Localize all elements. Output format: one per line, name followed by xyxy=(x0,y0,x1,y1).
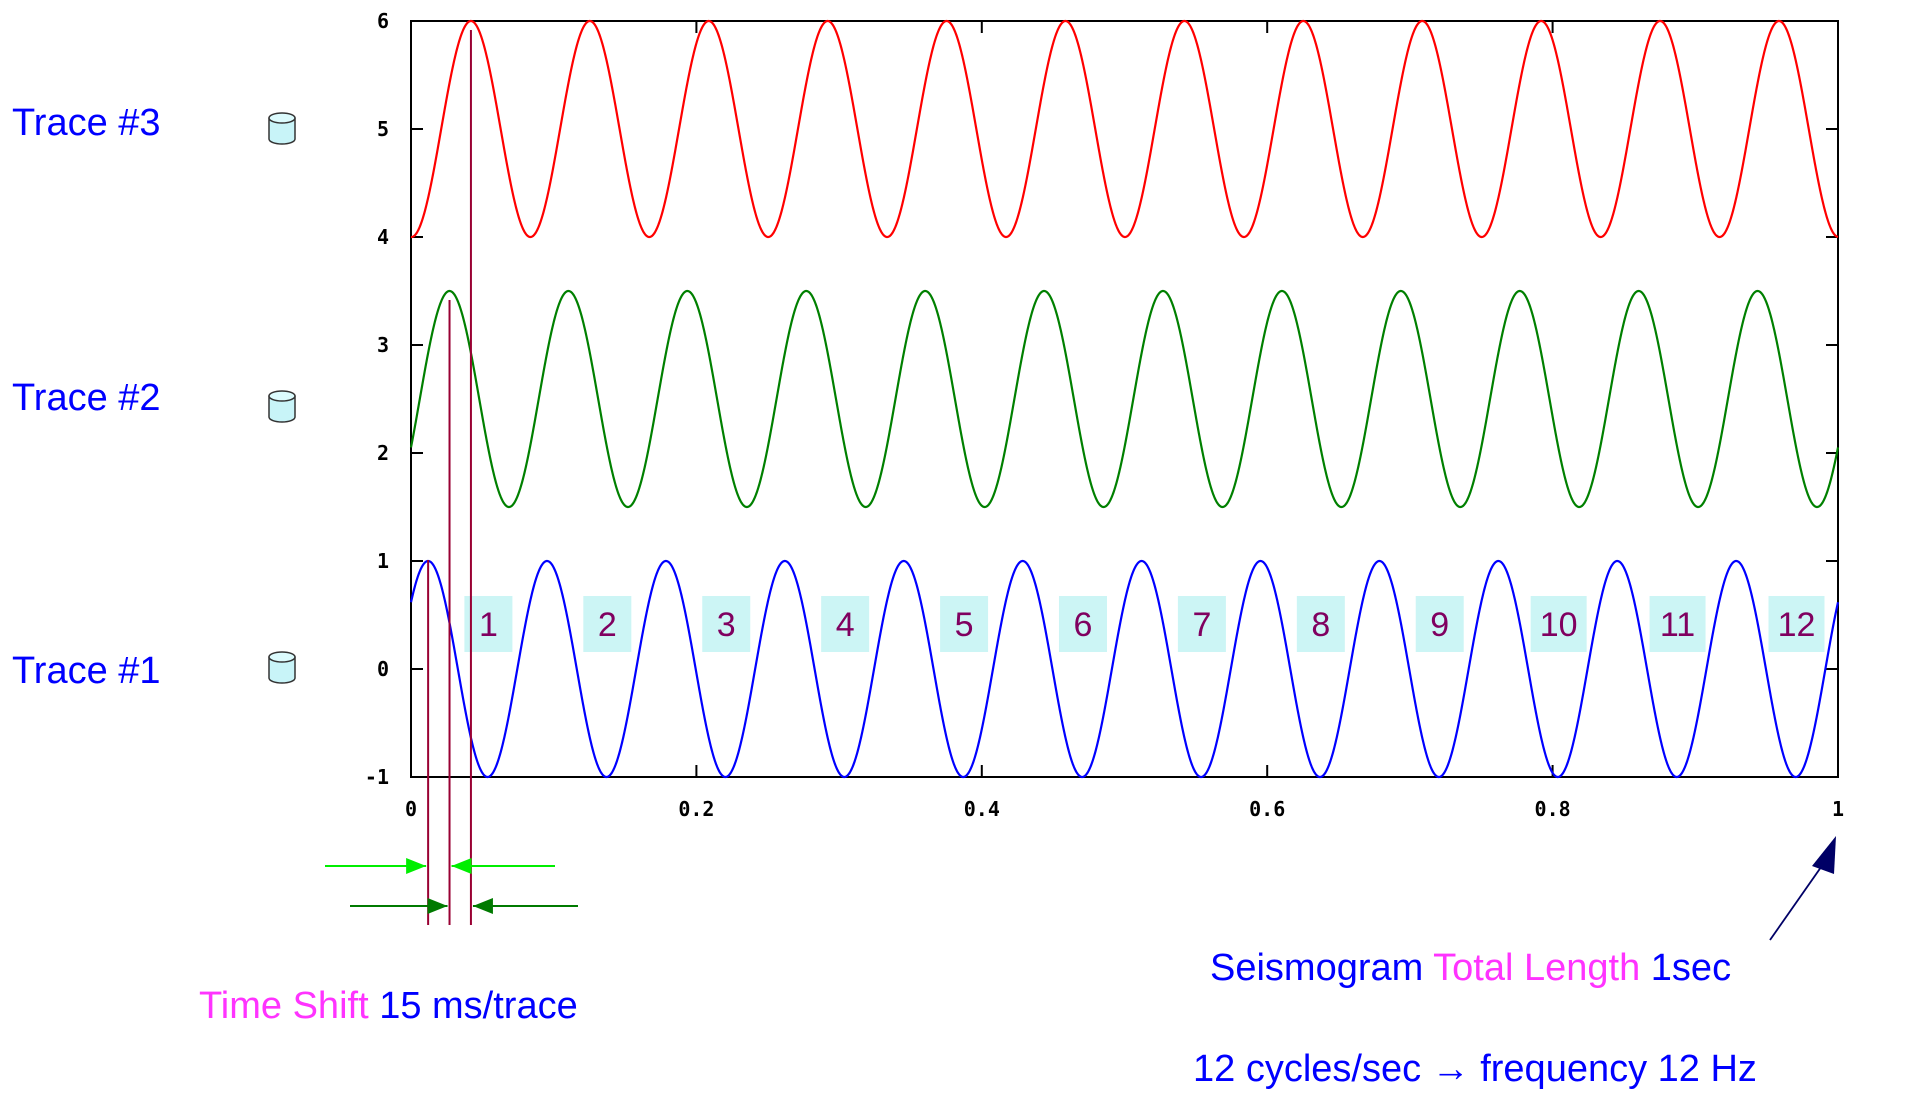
cycle-label: 2 xyxy=(598,606,617,644)
total-length-pointer-head xyxy=(1812,836,1836,874)
x-tick-label: 1 xyxy=(1832,797,1844,821)
x-tick-label: 0.2 xyxy=(678,797,714,821)
x-tick-label: 0.8 xyxy=(1535,797,1571,821)
y-tick-label: 2 xyxy=(377,441,389,465)
y-tick-label: -1 xyxy=(365,765,389,789)
plot-frame xyxy=(410,20,1839,778)
y-tick-label: 6 xyxy=(377,9,389,33)
cycle-label-bg xyxy=(464,596,513,652)
cycle-label-bg xyxy=(1649,596,1706,652)
total-length-word: Total Length xyxy=(1433,947,1641,989)
cycle-label-bg xyxy=(1177,596,1226,652)
cycle-label: 10 xyxy=(1540,606,1578,644)
y-tick-label: 1 xyxy=(377,549,389,573)
trace-3-label: Trace #3 xyxy=(12,102,161,144)
cycle-label: 6 xyxy=(1074,606,1093,644)
cycle-label-bg xyxy=(1530,596,1587,652)
trace-2-line xyxy=(409,289,1840,509)
x-tick-label: 0.4 xyxy=(964,797,1000,821)
trace-1-label: Trace #1 xyxy=(12,650,161,692)
shift-arrow-right-dark-head xyxy=(472,898,493,914)
cycle-label-bg xyxy=(1415,596,1464,652)
cycle-label-bg xyxy=(940,596,989,652)
database-icon xyxy=(268,651,296,684)
cycle-label-bg xyxy=(583,596,632,652)
shift-arrow-left-dark-head xyxy=(427,898,448,914)
cycle-label: 9 xyxy=(1430,606,1449,644)
cycle-label-bg xyxy=(1296,596,1345,652)
time-shift-caption: Time Shift 15 ms/trace xyxy=(199,985,578,1028)
total-length-pointer xyxy=(1769,859,1827,941)
y-tick-label: 5 xyxy=(377,117,389,141)
cycle-label-bg xyxy=(1768,596,1825,652)
trace-3-line xyxy=(410,19,1839,239)
cycle-label-bg xyxy=(702,596,751,652)
total-length-value: 1sec xyxy=(1650,947,1732,989)
cycle-label: 4 xyxy=(836,606,855,644)
x-tick-label: 0.6 xyxy=(1249,797,1285,821)
cycle-label-bg xyxy=(821,596,870,652)
cycle-label: 5 xyxy=(955,606,974,644)
shift-arrow-left-light-head xyxy=(406,858,427,874)
cycle-label: 8 xyxy=(1311,606,1330,644)
time-shift-word: Time Shift xyxy=(199,985,369,1027)
frequency-caption: 12 cycles/sec → frequency 12 Hz xyxy=(1193,1048,1757,1090)
trace-2-label: Trace #2 xyxy=(12,377,161,419)
cycle-label: 11 xyxy=(1660,606,1695,644)
cycle-label: 7 xyxy=(1192,606,1211,644)
cycle-label: 3 xyxy=(717,606,736,644)
cycle-label: 1 xyxy=(479,606,498,644)
database-icon xyxy=(268,390,296,423)
cycle-label-bg xyxy=(1058,596,1107,652)
cycle-label: 12 xyxy=(1778,606,1816,644)
seismogram-word: Seismogram xyxy=(1210,947,1424,989)
y-tick-label: 3 xyxy=(377,333,389,357)
trace-1-line xyxy=(409,559,1840,779)
shift-arrow-right-light-head xyxy=(451,858,472,874)
database-icon xyxy=(268,112,296,145)
time-shift-value: 15 ms/trace xyxy=(379,985,578,1027)
y-tick-label: 4 xyxy=(377,225,389,249)
total-length-caption: Seismogram Total Length 1sec xyxy=(1210,947,1731,990)
y-tick-label: 0 xyxy=(377,657,389,681)
x-tick-label: 0 xyxy=(405,797,417,821)
